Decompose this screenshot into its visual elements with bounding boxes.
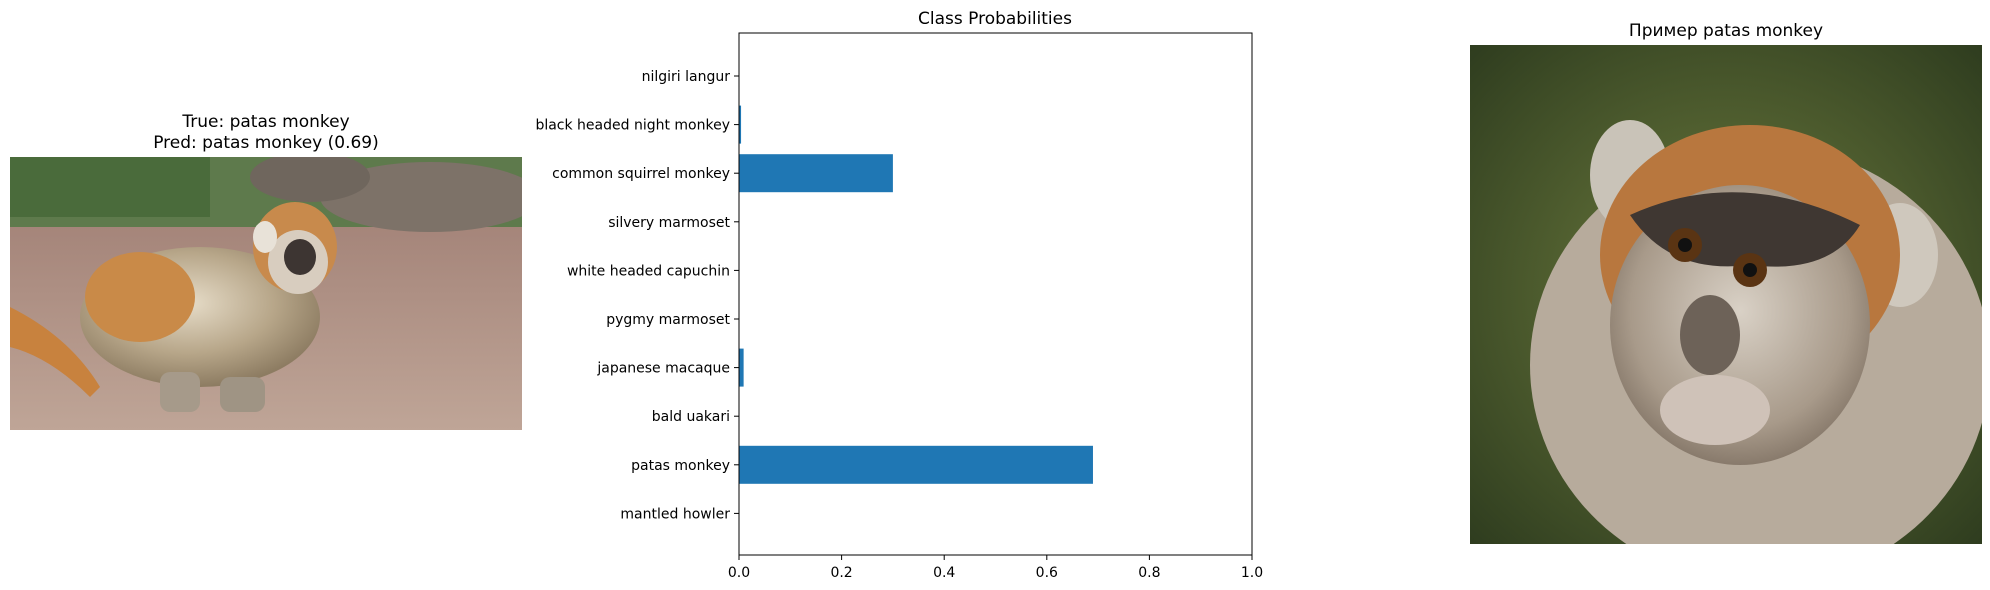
x-tick-label: 0.0 [728, 565, 750, 581]
x-tick-label: 0.8 [1138, 565, 1160, 581]
x-tick-label: 0.4 [933, 565, 955, 581]
x-tick-label: 1.0 [1241, 565, 1263, 581]
y-tick-label: common squirrel monkey [552, 166, 730, 182]
y-tick-label: bald uakari [652, 409, 730, 425]
bar-black-headed-night-monkey [739, 105, 742, 144]
right-monkey-illustration [1470, 45, 1982, 544]
right-title: Пример patas monkey [1628, 21, 1824, 41]
x-tick-label: 0.6 [1036, 565, 1058, 581]
y-tick-label: patas monkey [631, 458, 730, 474]
y-tick-label: white headed capuchin [567, 263, 730, 279]
y-tick-label: nilgiri langur [642, 69, 731, 85]
y-tick-label: silvery marmoset [608, 215, 730, 231]
left-monkey-illustration [10, 157, 522, 430]
bar-japanese-macaque [739, 348, 744, 387]
y-tick-label: pygmy marmoset [606, 312, 730, 328]
left-monkey-photo [10, 157, 522, 430]
chart-title: Class Probabilities [918, 9, 1072, 29]
y-tick-label: japanese macaque [596, 361, 730, 377]
y-tick-label: black headed night monkey [535, 118, 730, 134]
y-tick-label: mantled howler [620, 506, 730, 522]
bar-patas-monkey [739, 445, 1093, 484]
x-tick-label: 0.2 [830, 565, 852, 581]
plot-frame [738, 32, 1253, 556]
bar-common-squirrel-monkey [739, 154, 893, 193]
right-monkey-photo [1470, 45, 1982, 544]
left-title-pred: Pred: patas monkey (0.69) [153, 133, 379, 153]
left-title-true: True: patas monkey [182, 112, 350, 132]
